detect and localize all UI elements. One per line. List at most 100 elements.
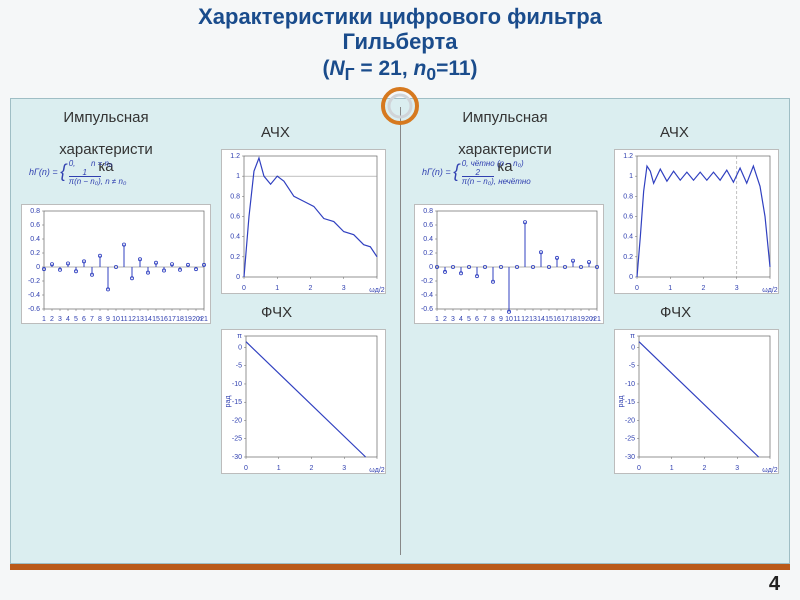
svg-text:18: 18 [176, 316, 184, 323]
svg-text:14: 14 [144, 316, 152, 323]
formula-left: hГ(n) = { 0, n = n₀ 1π(n − n₀), n ≠ n₀ [29, 159, 126, 186]
svg-text:-10: -10 [232, 381, 242, 388]
svg-text:17: 17 [168, 316, 176, 323]
svg-text:-25: -25 [232, 436, 242, 443]
svg-text:10: 10 [505, 316, 513, 323]
svg-text:13: 13 [136, 316, 144, 323]
svg-text:-0.6: -0.6 [421, 306, 433, 313]
svg-text:15: 15 [545, 316, 553, 323]
svg-text:13: 13 [529, 316, 537, 323]
svg-text:0.8: 0.8 [30, 208, 40, 215]
formula-right: hГ(n) = { 0, чётно (n − n₀) 2π(n − n₀), … [422, 159, 531, 186]
svg-text:11: 11 [120, 316, 127, 323]
impulse-chart-right: -0.6-0.4-0.200.20.40.60.8123456789101112… [414, 204, 604, 324]
page-number: 4 [769, 573, 780, 596]
svg-text:0: 0 [242, 285, 246, 292]
svg-text:0.8: 0.8 [230, 193, 240, 200]
svg-text:-20: -20 [232, 417, 242, 424]
svg-text:3: 3 [451, 316, 455, 323]
afr-label-right: АЧХ [660, 124, 689, 141]
svg-text:1: 1 [275, 285, 279, 292]
impulse-chart-left: -0.6-0.4-0.200.20.40.60.8123456789101112… [21, 204, 211, 324]
svg-text:16: 16 [160, 316, 168, 323]
afr-chart-right: 00.20.40.60.811.20123ωд/2 [614, 149, 779, 294]
svg-text:0.4: 0.4 [230, 234, 240, 241]
svg-text:3: 3 [735, 465, 739, 472]
svg-text:3: 3 [735, 285, 739, 292]
svg-text:n: n [591, 316, 595, 323]
svg-text:0.6: 0.6 [623, 214, 633, 221]
svg-text:12: 12 [128, 316, 136, 323]
svg-text:18: 18 [569, 316, 577, 323]
svg-text:17: 17 [561, 316, 569, 323]
svg-text:1: 1 [236, 173, 240, 180]
svg-text:1: 1 [668, 285, 672, 292]
svg-text:-15: -15 [625, 399, 635, 406]
svg-text:2: 2 [702, 285, 706, 292]
svg-text:-0.2: -0.2 [421, 278, 433, 285]
svg-text:-20: -20 [625, 417, 635, 424]
svg-text:9: 9 [499, 316, 503, 323]
svg-text:9: 9 [106, 316, 110, 323]
svg-text:0.8: 0.8 [623, 193, 633, 200]
title-line1: Характеристики цифрового фильтра [198, 4, 602, 29]
svg-text:-0.6: -0.6 [28, 306, 40, 313]
svg-text:14: 14 [537, 316, 545, 323]
svg-text:-5: -5 [236, 363, 242, 370]
svg-text:3: 3 [342, 465, 346, 472]
svg-text:0: 0 [637, 465, 641, 472]
svg-text:ωд/2: ωд/2 [762, 287, 777, 293]
svg-text:19: 19 [184, 316, 192, 323]
svg-text:4: 4 [66, 316, 70, 323]
svg-text:12: 12 [521, 316, 529, 323]
svg-text:1: 1 [629, 173, 633, 180]
svg-text:0: 0 [236, 274, 240, 281]
pfr-chart-right: π0-5-10-15-20-25-300123ωд/2рад [614, 329, 779, 474]
svg-text:0: 0 [635, 285, 639, 292]
svg-text:-30: -30 [625, 454, 635, 461]
svg-text:2: 2 [50, 316, 54, 323]
svg-text:-5: -5 [629, 363, 635, 370]
afr-label-left: АЧХ [261, 124, 290, 141]
svg-text:15: 15 [152, 316, 160, 323]
svg-text:2: 2 [443, 316, 447, 323]
svg-text:1: 1 [670, 465, 674, 472]
svg-text:6: 6 [82, 316, 86, 323]
svg-text:11: 11 [513, 316, 520, 323]
svg-text:0: 0 [631, 344, 635, 351]
svg-text:2: 2 [703, 465, 707, 472]
svg-text:0.4: 0.4 [623, 234, 633, 241]
svg-text:0.6: 0.6 [230, 214, 240, 221]
svg-text:рад: рад [225, 396, 232, 408]
decorative-ring-icon [380, 86, 420, 126]
svg-text:0.4: 0.4 [423, 236, 433, 243]
svg-text:7: 7 [483, 316, 487, 323]
svg-text:5: 5 [467, 316, 471, 323]
svg-text:0.6: 0.6 [423, 222, 433, 229]
svg-text:ωд/2: ωд/2 [762, 467, 777, 473]
svg-text:10: 10 [112, 316, 120, 323]
svg-text:-0.2: -0.2 [28, 278, 40, 285]
svg-text:-10: -10 [625, 381, 635, 388]
svg-text:0: 0 [244, 465, 248, 472]
svg-text:3: 3 [342, 285, 346, 292]
svg-text:π: π [630, 333, 635, 340]
svg-text:8: 8 [98, 316, 102, 323]
svg-text:0: 0 [36, 264, 40, 271]
svg-text:-15: -15 [232, 399, 242, 406]
svg-text:0: 0 [629, 274, 633, 281]
svg-text:0.2: 0.2 [30, 250, 40, 257]
svg-text:-0.4: -0.4 [28, 292, 40, 299]
content-panel: Импульсная характеристика hГ(n) = { 0, n… [10, 98, 790, 564]
afr-chart-left: 00.20.40.60.811.20123ωд/2 [221, 149, 386, 294]
footer-bar [10, 564, 790, 570]
svg-text:0.2: 0.2 [623, 254, 633, 261]
svg-text:ωд/2: ωд/2 [369, 287, 384, 293]
impulse-label-left: Импульсная [31, 109, 181, 126]
svg-text:0.2: 0.2 [423, 250, 433, 257]
svg-text:-0.4: -0.4 [421, 292, 433, 299]
svg-text:1: 1 [277, 465, 281, 472]
svg-text:8: 8 [491, 316, 495, 323]
svg-text:ωд/2: ωд/2 [369, 467, 384, 473]
title-line2: Гильберта [343, 29, 458, 54]
